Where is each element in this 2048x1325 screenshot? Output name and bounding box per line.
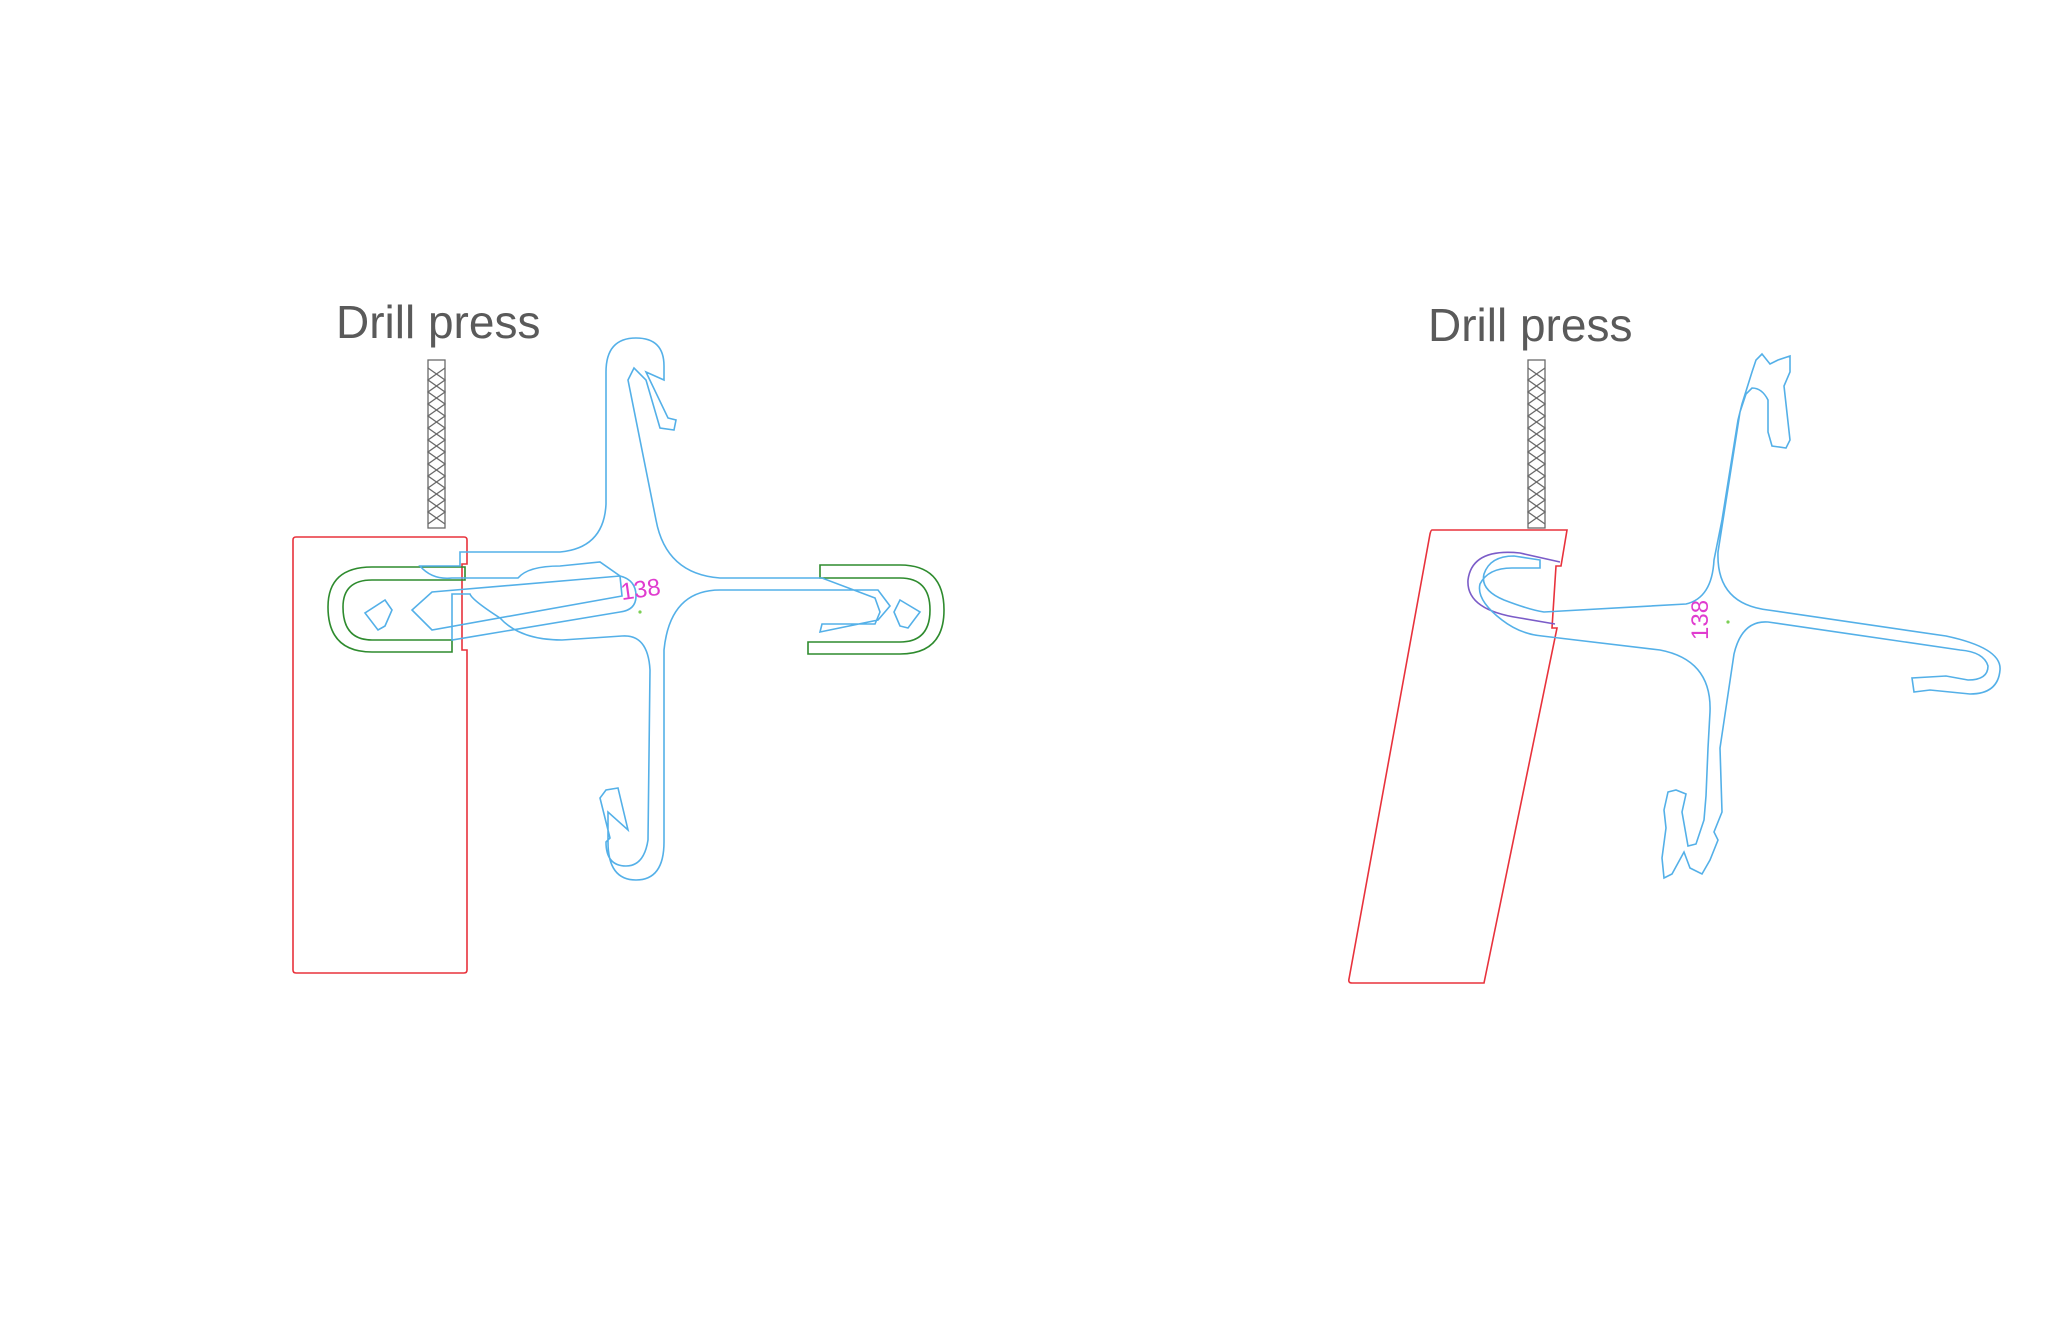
left-part-number: 138 xyxy=(619,574,662,606)
right-clamp xyxy=(1467,551,1561,625)
right-diagram: Drill press 138 xyxy=(1348,299,2001,984)
left-drill-press-label: Drill press xyxy=(336,296,540,348)
right-support-block xyxy=(1348,529,1568,984)
right-drill-bit xyxy=(1526,359,1547,529)
right-part-number: 138 xyxy=(1687,600,1714,640)
left-support-block xyxy=(292,536,468,974)
left-drill-bit xyxy=(426,359,447,529)
right-center-mark xyxy=(1726,620,1730,624)
left-clamp-left xyxy=(327,566,466,653)
left-center-mark xyxy=(638,610,642,614)
right-cross-part xyxy=(1478,352,2001,880)
left-cross-part xyxy=(410,337,892,881)
left-diagram: Drill press 138 xyxy=(292,296,945,974)
right-drill-press-label: Drill press xyxy=(1428,299,1632,351)
left-clamp-right xyxy=(807,564,945,655)
left-cross-inner-arm xyxy=(363,598,922,632)
